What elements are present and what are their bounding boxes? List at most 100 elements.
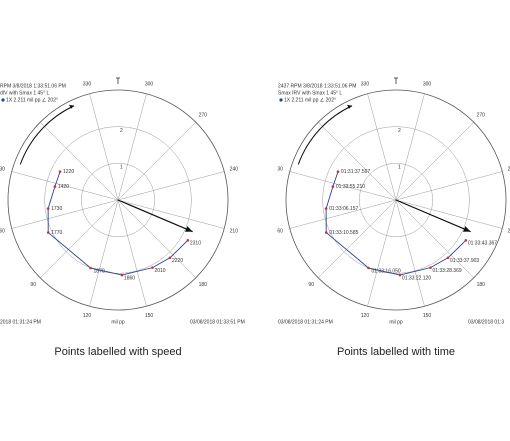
data-point [58,170,62,174]
data-point [186,239,190,242]
spoke [395,199,503,229]
theta-tick-label: 240 [508,166,510,172]
data-point [324,231,328,234]
theta-tick-label: 90 [308,282,314,288]
footer-right: 03/08/2018 01:3 [468,319,504,325]
spoke [11,171,119,201]
vector-head [463,226,471,232]
data-point [367,266,370,270]
header-text: Smax IRV with Smax 1 45° L [278,90,342,96]
data-point [446,256,450,260]
rotation-arrowhead [347,104,353,109]
spoke [117,93,147,201]
data-point [464,239,468,242]
r-tick-label: 1 [398,165,401,171]
point-label: 01:33:55.210 [336,184,365,190]
data-point [398,273,402,277]
point-label: 01:33:37.903 [450,258,479,264]
theta-tick-label: 300 [145,82,154,88]
point-label: 1770 [51,230,62,236]
grid-ring [322,126,470,274]
caption: Points labelled with speed [54,346,181,358]
theta-tick-label: 60 [277,228,283,234]
spoke [395,122,474,201]
header-text: dIV with Smax 1 45° L [0,90,49,96]
theta-tick-label: 270 [199,113,208,119]
spoke [40,122,119,201]
r-tick-label: 1 [120,165,123,171]
point-label: 01:33:43.367 [468,241,497,247]
spoke [89,93,119,201]
outer-ring [285,89,507,311]
r-tick-label: 2 [398,128,401,134]
spoke [395,93,425,201]
grid-ring [44,126,192,274]
theta-tick-label: 90 [30,282,36,288]
grid-ring [81,163,155,237]
spoke [318,199,397,278]
header-text: 1X 2.211 mil pp ∠ 202° [284,97,336,103]
spoke [318,122,397,201]
data-point [120,273,124,277]
point-label: 2220 [172,258,183,264]
point-label: 1860 [124,275,135,281]
data-point [89,266,92,270]
spoke [367,199,397,307]
header-text: RPM 3/8/2018 1:33:51.06 PM [0,83,66,89]
spoke [117,199,196,278]
outer-ring [7,89,229,311]
legend-dot [279,98,283,102]
theta-tick-label: 240 [230,166,239,172]
spoke [117,199,147,307]
theta-tick-label: 30 [277,166,283,172]
theta-tick-label: 60 [0,228,5,234]
point-label: 01:33:28.369 [432,268,461,274]
point-label: 1870 [94,268,105,274]
vector-head [185,226,193,232]
theta-tick-label: 330 [361,82,370,88]
r-tick-label: 2 [120,128,123,134]
spoke [395,199,425,307]
point-label: 1220 [63,169,74,175]
spoke [11,199,119,229]
spoke [40,199,119,278]
point-label: 01:33:10.585 [329,230,358,236]
spoke [395,199,474,278]
spoke [89,199,119,307]
theta-tick-label: 150 [423,313,432,319]
data-point [46,231,50,234]
theta-tick-label: 330 [83,82,92,88]
data-point [151,266,154,269]
footer-center: mil pp [111,319,125,325]
theta-tick-label: 120 [361,313,370,319]
theta-tick-label: 210 [508,228,510,234]
response-curve [47,171,189,276]
spoke [117,199,225,229]
vector [117,199,193,233]
theta-tick-label: 30 [0,166,5,172]
data-point [46,207,50,210]
data-point [331,185,335,188]
footer-right: 03/08/2018 01:33:51 PM [190,319,245,325]
data-point [429,266,432,269]
theta-tick-label: 180 [477,282,486,288]
theta-tick-label: 210 [230,228,239,234]
point-label: 01:33:06.157 [329,206,358,212]
theta-tick-label: 180 [199,282,208,288]
spoke [289,171,397,201]
vector [395,199,471,233]
spoke [395,171,503,201]
data-point [168,256,172,260]
point-label: 01:31:37.597 [341,169,370,175]
spoke [117,122,196,201]
footer-left: 03/08/2018 01:31:24 PM [278,319,333,325]
spoke [367,93,397,201]
rotation-arrowhead [69,104,75,109]
theta-tick-label: 120 [83,313,92,319]
caption: Points labelled with time [337,346,455,358]
header-text: 2437 RPM 3/8/2018 1:33:51.06 PM [278,83,356,89]
legend-dot [1,98,5,102]
spoke [289,199,397,229]
point-label: 1420 [58,184,69,190]
